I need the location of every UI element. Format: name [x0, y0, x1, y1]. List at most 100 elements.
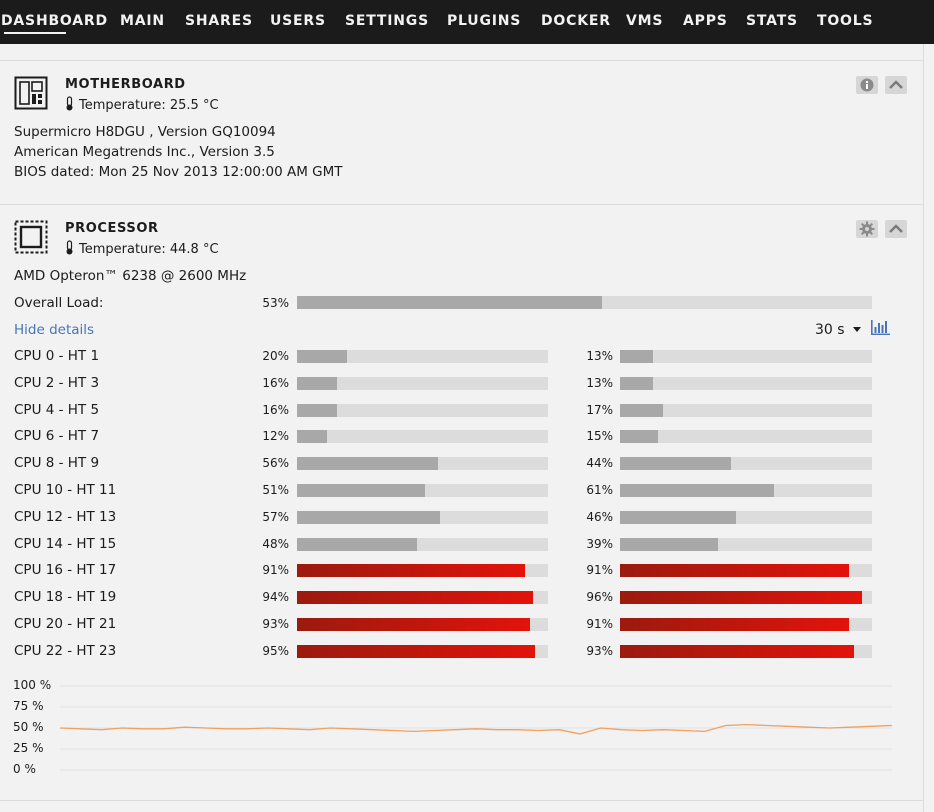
info-button[interactable] [856, 76, 878, 94]
cpu-load-bar [297, 484, 548, 497]
cpu-load-fill [620, 484, 774, 497]
info-icon [860, 78, 874, 92]
gear-icon [859, 221, 875, 237]
caret-down-icon [853, 327, 862, 332]
cpu-load-fill [620, 430, 658, 444]
cpu-load-bar [620, 484, 872, 497]
cpu-load-value: 44% [586, 456, 613, 471]
cpu-load-fill [297, 350, 348, 363]
cpu-load-value: 93% [586, 643, 613, 658]
overall-load-value: 53% [262, 296, 289, 310]
cpu-load-value: 95% [262, 643, 289, 658]
cpu-load-value: 13% [586, 375, 613, 390]
graph-interval-value: 30 s [815, 322, 845, 338]
cpu-load-bar [620, 376, 872, 390]
cpu-label: CPU 4 - HT 5 [14, 401, 100, 418]
cpu-label: CPU 14 - HT 15 [14, 535, 117, 552]
cpu-load-value: 91% [262, 563, 289, 578]
cpu-load-value: 91% [586, 563, 613, 578]
nav-settings[interactable]: SETTINGS [345, 13, 429, 29]
divider [0, 204, 924, 205]
cpu-load-bar [620, 591, 872, 605]
cpu-load-fill [620, 350, 653, 363]
cpu-load-fill [297, 457, 438, 471]
cpu-load-bar [297, 537, 548, 551]
nav-apps[interactable]: APPS [683, 13, 728, 29]
cpu-load-fill [620, 403, 663, 417]
cpu-load-bar [620, 403, 872, 417]
nav-plugins[interactable]: PLUGINS [447, 13, 522, 29]
cpu-load-value: 12% [262, 429, 289, 444]
cpu-label: CPU 16 - HT 17 [14, 562, 117, 579]
cpu-load-value: 15% [586, 429, 613, 444]
cpu-load-fill [297, 591, 533, 605]
thermometer-icon [66, 96, 73, 111]
motherboard-icon [14, 76, 48, 110]
overall-load-bar [297, 296, 872, 309]
cpu-load-fill [620, 537, 719, 551]
cpu-load-bar [620, 618, 872, 631]
nav-vms[interactable]: VMS [626, 13, 664, 29]
collapse-processor-button[interactable] [885, 220, 907, 238]
y-tick-label: 50 % [13, 720, 44, 734]
overall-load-fill [297, 296, 602, 309]
divider [0, 800, 924, 801]
cpu-load-fill [620, 644, 855, 658]
cpu-label: CPU 10 - HT 11 [14, 482, 117, 498]
cpu-load-fill [620, 591, 862, 605]
cpu-load-value: 61% [586, 483, 613, 497]
cpu-load-bar [297, 376, 548, 390]
collapse-motherboard-button[interactable] [885, 76, 907, 94]
cpu-label: CPU 0 - HT 1 [14, 348, 100, 364]
bios-vendor: American Megatrends Inc., Version 3.5 [14, 144, 275, 160]
cpu-load-bar [297, 564, 548, 578]
nav-docker[interactable]: DOCKER [541, 13, 611, 29]
cpu-load-bar [297, 403, 548, 417]
cpu-load-value: 51% [262, 483, 289, 497]
cpu-load-bar [297, 591, 548, 605]
cpu-load-bar [297, 510, 548, 524]
cpu-load-value: 48% [262, 536, 289, 551]
cpu-load-value: 93% [262, 617, 289, 631]
processor-model: AMD Opteron™ 6238 @ 2600 MHz [14, 268, 247, 284]
graph-interval-select[interactable]: 30 s [815, 322, 862, 338]
cpu-load-fill [297, 644, 536, 658]
motherboard-temperature-text: Temperature: 25.5 °C [79, 98, 219, 113]
cpu-icon [14, 220, 48, 254]
cpu-label: CPU 18 - HT 19 [14, 589, 117, 606]
cpu-label: CPU 2 - HT 3 [14, 374, 100, 391]
y-tick-label: 0 % [13, 762, 36, 776]
motherboard-temperature: Temperature: 25.5 °C [65, 96, 219, 113]
cpu-load-value: 56% [262, 456, 289, 471]
cpu-load-bar [620, 457, 872, 471]
divider [0, 60, 924, 61]
y-tick-label: 100 % [13, 678, 52, 692]
cpu-label: CPU 20 - HT 21 [14, 616, 117, 632]
cpu-load-bar [620, 350, 872, 363]
cpu-load-bar [620, 537, 872, 551]
cpu-load-value: 94% [262, 590, 289, 605]
hide-details-link[interactable]: Hide details [14, 322, 95, 338]
load-series-line [60, 723, 892, 735]
cpu-load-fill [620, 618, 850, 631]
cpu-load-fill [620, 376, 653, 390]
cpu-load-value: 91% [586, 617, 613, 631]
nav-tools[interactable]: TOOLS [817, 13, 874, 29]
nav-stats[interactable]: STATS [746, 13, 798, 29]
bar-chart-icon[interactable] [870, 320, 890, 336]
thermometer-icon [66, 240, 73, 255]
nav-shares[interactable]: SHARES [185, 13, 253, 29]
processor-title: PROCESSOR [65, 221, 159, 236]
bios-date: BIOS dated: Mon 25 Nov 2013 12:00:00 AM … [14, 164, 343, 180]
processor-settings-button[interactable] [856, 220, 878, 238]
chevron-up-icon [889, 80, 903, 89]
cpu-load-bar [297, 618, 548, 631]
cpu-label: CPU 8 - HT 9 [14, 455, 100, 472]
cpu-load-fill [297, 564, 526, 578]
nav-users[interactable]: USERS [270, 13, 326, 29]
nav-main[interactable]: MAIN [120, 13, 165, 29]
cpu-load-value: 39% [586, 536, 613, 551]
cpu-load-bar [297, 430, 548, 444]
load-graph [60, 685, 892, 771]
nav-dashboard[interactable]: DASHBOARD [1, 13, 108, 29]
